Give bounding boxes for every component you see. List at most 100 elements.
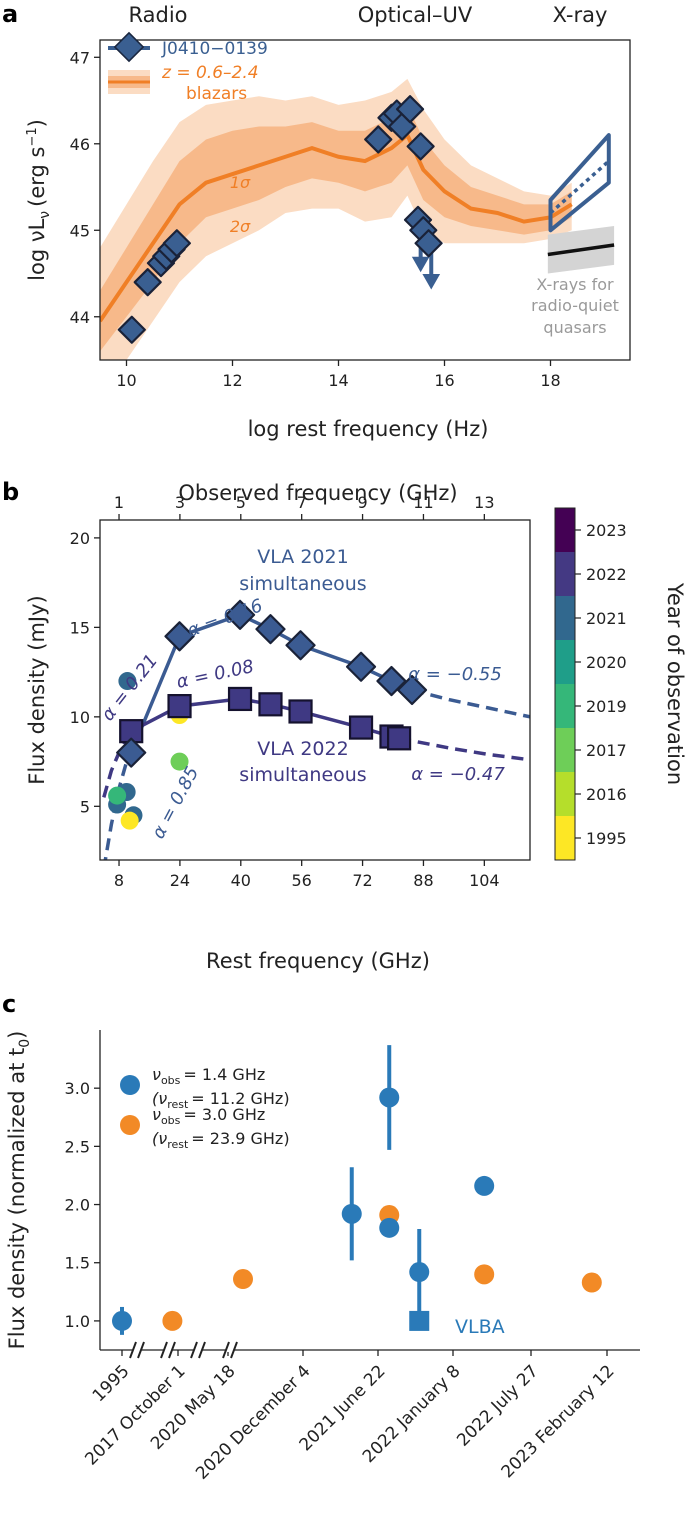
panel-a-ytick-label: 44 xyxy=(70,308,90,327)
legend-blue-line-2: (νrest = 11.2 GHz) xyxy=(152,1089,290,1111)
xray-note-line-1: X-rays for xyxy=(536,275,614,294)
panel-a-ytick-label: 47 xyxy=(70,48,90,67)
legend-blue-obs: = 1.4 GHz xyxy=(183,1065,265,1084)
axis-break-mark xyxy=(222,1341,230,1359)
alpha-label-021: α = 0.21 xyxy=(97,650,162,725)
vlba-label: VLBA xyxy=(455,1316,505,1338)
panel-b-ytick-label: 5 xyxy=(80,797,90,816)
legend-blue-marker xyxy=(120,1075,140,1095)
panel-a-xlabel: log rest frequency (Hz) xyxy=(248,417,489,441)
blazar-median-line xyxy=(100,131,573,323)
vla2022-point xyxy=(288,699,313,724)
panel-b-xtick-label: 24 xyxy=(170,871,190,890)
legend-blue-rest: = 11.2 GHz) xyxy=(191,1089,289,1108)
archival-point xyxy=(118,672,137,691)
vla2021-point xyxy=(345,651,377,682)
colorbar-tick-label: 2019 xyxy=(586,697,627,716)
colorbar-tick-label: 1995 xyxy=(586,829,627,848)
panel-b-xtick-label: 56 xyxy=(292,871,312,890)
panel-b-top-xtick-label: 3 xyxy=(175,493,185,512)
panel-a-ylabel: log νLν (erg s−1) xyxy=(25,119,53,281)
legend-orange-nu: ν xyxy=(152,1105,161,1124)
xray-note-line-3: quasars xyxy=(543,318,606,337)
panel-b-top-xtick-label: 13 xyxy=(474,493,494,512)
region-label-radio: Radio xyxy=(128,3,187,27)
panel-c-ylabel: Flux density (normalized at t0) xyxy=(5,1031,33,1350)
blue-point xyxy=(474,1175,495,1196)
axis-break-gap xyxy=(133,1348,141,1352)
blue-point xyxy=(379,1217,400,1238)
panel-a-xtick-label: 16 xyxy=(434,371,454,390)
panel-b-xtick-label: 104 xyxy=(469,871,500,890)
blazar-band-1sigma xyxy=(100,104,572,352)
axis-break-mark xyxy=(160,1341,168,1359)
blue-point xyxy=(409,1262,430,1283)
colorbar-tick-label: 2022 xyxy=(586,565,627,584)
panel-a-plot-area xyxy=(100,78,615,360)
legend-source-marker xyxy=(113,31,145,63)
axis-break-mark xyxy=(190,1341,198,1359)
archival-point xyxy=(170,752,189,771)
vla2021-point xyxy=(396,674,428,706)
J0410-point xyxy=(406,132,435,161)
panel-c-ytick-label: 2.5 xyxy=(65,1137,90,1156)
panel-b-ytick-label: 15 xyxy=(70,618,90,637)
vla2021-point xyxy=(224,599,256,630)
vla2021-point xyxy=(285,630,316,661)
legend-orange-nu-open: (ν xyxy=(152,1129,167,1148)
panel-a-ytick-label: 46 xyxy=(70,135,90,154)
J0410-point xyxy=(395,95,425,124)
vla2022-point xyxy=(348,715,374,740)
legend-orange-line-1: νobs = 3.0 GHz xyxy=(152,1105,265,1127)
J0410-point xyxy=(117,315,146,344)
panel-a-xtick-label: 12 xyxy=(222,371,242,390)
region-label-xray: X-ray xyxy=(553,3,608,27)
vla2021-label-1: VLA 2021 xyxy=(257,546,348,568)
panel-a-legend: J0410−0139 z = 0.6–2.4 blazars xyxy=(108,31,268,104)
panel-b: b Observed frequency (GHz) 8 24 40 56 72 88 10… xyxy=(2,478,685,973)
panel-b-letter: b xyxy=(2,478,19,506)
alpha-label-m055: α = −0.55 xyxy=(408,664,502,685)
upper-limit-arrow-head xyxy=(411,256,430,273)
archival-point xyxy=(120,811,139,830)
vla2022-point xyxy=(227,686,253,712)
legend-orange-marker xyxy=(120,1115,140,1135)
axis-break-mark xyxy=(198,1341,206,1359)
panel-c-ylabel-main: Flux density (normalized at t xyxy=(5,1048,29,1350)
axis-break-mark xyxy=(168,1341,176,1359)
panel-b-ytick-label: 10 xyxy=(70,708,90,727)
vla2021-point xyxy=(116,737,147,768)
axis-break-gap xyxy=(226,1348,234,1352)
panel-a-xtick-label: 10 xyxy=(116,371,136,390)
panel-c-ylabel-end: ) xyxy=(5,1031,29,1039)
axis-break-mark xyxy=(129,1341,137,1359)
blue-point xyxy=(341,1203,362,1224)
legend-blue-rest-sub: rest xyxy=(167,1098,189,1111)
vla2022-label-2: simultaneous xyxy=(239,764,366,786)
legend-source-label: J0410−0139 xyxy=(161,39,268,59)
upper-limit-arrow-head xyxy=(422,273,441,290)
vla2022-point xyxy=(386,726,412,751)
alpha-label-m047: α = −0.47 xyxy=(411,764,505,785)
xray-radio-quiet-line xyxy=(547,243,615,257)
axis-break-mark xyxy=(137,1341,145,1359)
panel-c-plot-area xyxy=(112,1045,602,1335)
sigma1-label: 1σ xyxy=(230,173,251,192)
vla2021-point xyxy=(164,621,195,652)
colorbar-label: Year of observation xyxy=(663,582,685,785)
vlba-point xyxy=(409,1310,430,1331)
panel-a-ylabel-sub: ν xyxy=(37,211,53,219)
panel-b-top-xtick-label: 11 xyxy=(413,493,433,512)
panel-b-xtick-label: 40 xyxy=(231,871,251,890)
panel-b-xtick-label: 72 xyxy=(352,871,372,890)
panel-b-xtick-label: 8 xyxy=(114,871,124,890)
axis-break-gap xyxy=(164,1348,172,1352)
panel-a-ticks: 10 12 14 16 18 44 45 46 47 xyxy=(70,48,561,390)
region-label-optical-uv: Optical–UV xyxy=(358,3,473,27)
alpha-label-016: α = 0.16 xyxy=(185,595,266,642)
panel-c-ytick-label: 3.0 xyxy=(65,1079,90,1098)
xray-bowtie xyxy=(548,133,611,233)
legend-band-label-1: z = 0.6–2.4 xyxy=(161,63,259,83)
